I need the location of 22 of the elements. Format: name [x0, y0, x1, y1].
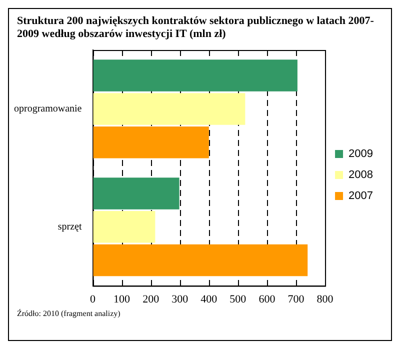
- y-tick-label: sprzęt: [58, 221, 82, 232]
- bar: [93, 60, 298, 92]
- x-tick-label: 400: [200, 293, 218, 306]
- x-tick-label: 800: [316, 293, 334, 306]
- x-tick-label: 200: [142, 293, 160, 306]
- legend-label: 2007: [348, 190, 374, 202]
- x-tick-label: 300: [172, 293, 189, 306]
- x-tick-label: 100: [114, 293, 131, 306]
- text: Źródło: 2010 (fragment analizy): [16, 309, 122, 318]
- chart-title: Struktura 200 największych kontraktów sektora publicznego w latach 2007-2009 według obszarów inwestycji IT (mln zł): [16, 14, 375, 41]
- bar: [93, 126, 209, 158]
- x-tick-label: 700: [288, 293, 305, 306]
- y-tick-label: oprogramowanie: [14, 104, 82, 115]
- legend-label: 2009: [348, 148, 374, 160]
- bar: [93, 244, 308, 276]
- bar: [93, 93, 246, 125]
- x-tick-label: 500: [230, 293, 247, 306]
- legend-label: 2008: [348, 169, 374, 182]
- bar: [93, 210, 156, 243]
- x-tick-label: 600: [258, 293, 276, 306]
- x-tick-label: 0: [90, 293, 96, 306]
- bar: [93, 178, 180, 210]
